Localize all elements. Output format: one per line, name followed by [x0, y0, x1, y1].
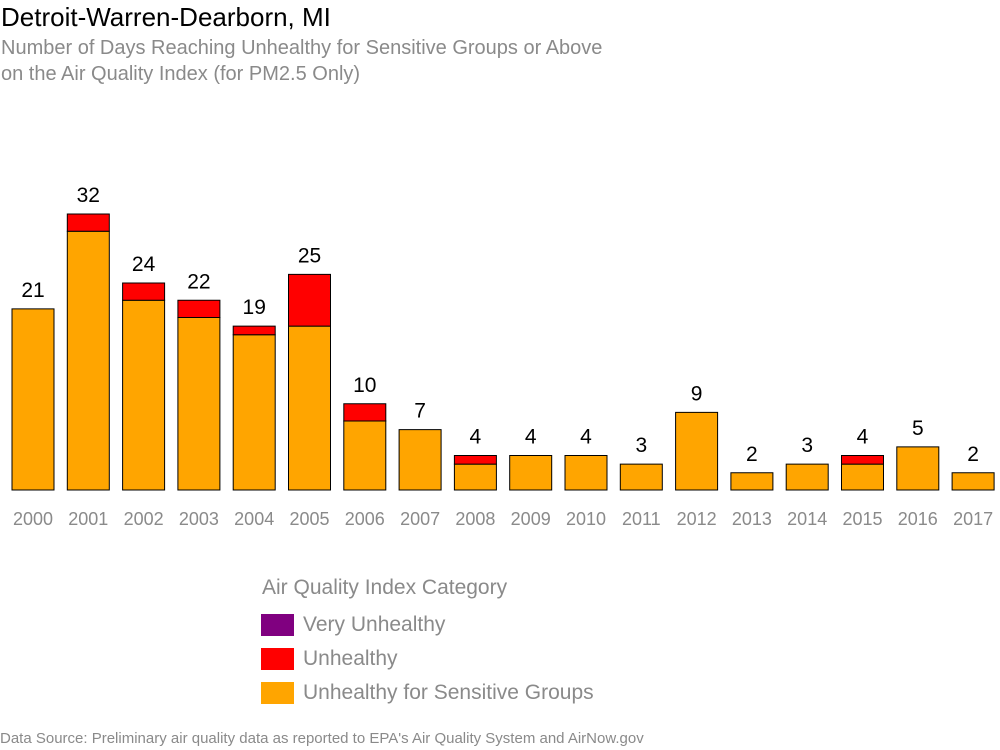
bar-unhealthy-for-sensitive-groups-2011 — [619, 463, 663, 491]
x-tick-label-2009: 2009 — [511, 509, 551, 529]
x-tick-label-2006: 2006 — [345, 509, 385, 529]
stacked-bar-chart: 2120003220012420022220031920042520051020… — [11, 184, 995, 529]
legend-item-very-unhealthy: Very Unhealthy — [261, 613, 445, 637]
bar-unhealthy-for-sensitive-groups-2015 — [841, 463, 884, 491]
data-label-2017: 2 — [967, 443, 979, 466]
legend-title: Air Quality Index Category — [262, 576, 508, 599]
bar-unhealthy-2015 — [841, 455, 884, 465]
bar-unhealthy-2004 — [232, 325, 276, 336]
data-label-2010: 4 — [580, 426, 592, 449]
bar-unhealthy-for-sensitive-groups-2005 — [288, 325, 331, 491]
chart-subtitle-line-2: on the Air Quality Index (for PM2.5 Only… — [1, 63, 361, 85]
legend-item-unhealthy: Unhealthy — [261, 647, 398, 671]
bar-unhealthy-for-sensitive-groups-2003 — [177, 317, 221, 491]
data-label-2001: 32 — [77, 184, 100, 207]
chart-title: Detroit-Warren-Dearborn, MI — [1, 2, 331, 32]
x-tick-label-2001: 2001 — [68, 509, 108, 529]
data-label-2004: 19 — [243, 296, 266, 319]
x-tick-label-2000: 2000 — [13, 509, 53, 529]
legend-label-unhealthy: Unhealthy — [303, 647, 398, 670]
x-tick-label-2003: 2003 — [179, 509, 219, 529]
legend-label-very-unhealthy: Very Unhealthy — [303, 613, 446, 636]
data-label-2002: 24 — [132, 253, 156, 276]
data-source-note: Data Source: Preliminary air quality dat… — [0, 730, 644, 747]
data-label-2008: 4 — [470, 426, 482, 449]
bar-unhealthy-for-sensitive-groups-2007 — [398, 429, 442, 491]
bar-unhealthy-for-sensitive-groups-2008 — [453, 463, 497, 491]
bar-unhealthy-for-sensitive-groups-2016 — [896, 446, 940, 491]
bar-unhealthy-for-sensitive-groups-2014 — [785, 463, 829, 491]
x-tick-label-2015: 2015 — [842, 509, 882, 529]
x-tick-label-2008: 2008 — [455, 509, 495, 529]
x-tick-label-2011: 2011 — [622, 509, 661, 529]
legend-label-unhealthy-for-sensitive-groups: Unhealthy for Sensitive Groups — [303, 681, 594, 704]
data-label-2015: 4 — [857, 426, 869, 449]
data-label-2012: 9 — [691, 382, 703, 405]
bar-unhealthy-2003 — [177, 299, 221, 318]
bar-unhealthy-2001 — [66, 213, 110, 232]
legend-swatch-unhealthy-for-sensitive-groups — [261, 682, 294, 704]
data-label-2011: 3 — [635, 434, 647, 457]
bar-unhealthy-2002 — [122, 282, 166, 301]
legend-swatch-unhealthy — [261, 648, 294, 670]
data-label-2005: 25 — [298, 244, 321, 267]
bar-unhealthy-2005 — [288, 273, 331, 327]
data-label-2016: 5 — [912, 417, 924, 440]
data-label-2003: 22 — [187, 270, 210, 293]
bar-unhealthy-for-sensitive-groups-2013 — [730, 472, 774, 491]
data-label-2000: 21 — [21, 279, 44, 302]
data-label-2013: 2 — [746, 443, 758, 466]
x-tick-label-2007: 2007 — [400, 509, 440, 529]
data-label-2007: 7 — [414, 400, 426, 423]
bar-unhealthy-for-sensitive-groups-2012 — [675, 411, 719, 491]
chart-subtitle-line-1: Number of Days Reaching Unhealthy for Se… — [1, 37, 603, 59]
bar-unhealthy-for-sensitive-groups-2009 — [509, 455, 553, 491]
bar-unhealthy-for-sensitive-groups-2004 — [232, 334, 276, 491]
data-label-2009: 4 — [525, 426, 537, 449]
x-tick-label-2017: 2017 — [953, 509, 993, 529]
x-tick-label-2016: 2016 — [898, 509, 938, 529]
bar-unhealthy-for-sensitive-groups-2001 — [66, 230, 110, 491]
x-tick-label-2005: 2005 — [289, 509, 329, 529]
x-tick-label-2014: 2014 — [787, 509, 827, 529]
legend-swatch-very-unhealthy — [261, 614, 294, 636]
x-tick-label-2004: 2004 — [234, 509, 274, 529]
bar-unhealthy-for-sensitive-groups-2000 — [11, 308, 55, 491]
bar-unhealthy-for-sensitive-groups-2006 — [343, 420, 387, 491]
data-label-2006: 10 — [353, 374, 376, 397]
data-label-2014: 3 — [801, 434, 813, 457]
x-tick-label-2013: 2013 — [732, 509, 772, 529]
bar-unhealthy-for-sensitive-groups-2010 — [564, 455, 608, 491]
bar-unhealthy-2008 — [453, 455, 497, 465]
bar-unhealthy-for-sensitive-groups-2017 — [951, 472, 995, 491]
x-tick-label-2002: 2002 — [124, 509, 164, 529]
bar-unhealthy-2006 — [343, 403, 387, 422]
bar-unhealthy-for-sensitive-groups-2002 — [122, 299, 166, 491]
x-tick-label-2012: 2012 — [677, 509, 717, 529]
legend-item-unhealthy-for-sensitive-groups: Unhealthy for Sensitive Groups — [261, 681, 594, 705]
x-tick-label-2010: 2010 — [566, 509, 606, 529]
